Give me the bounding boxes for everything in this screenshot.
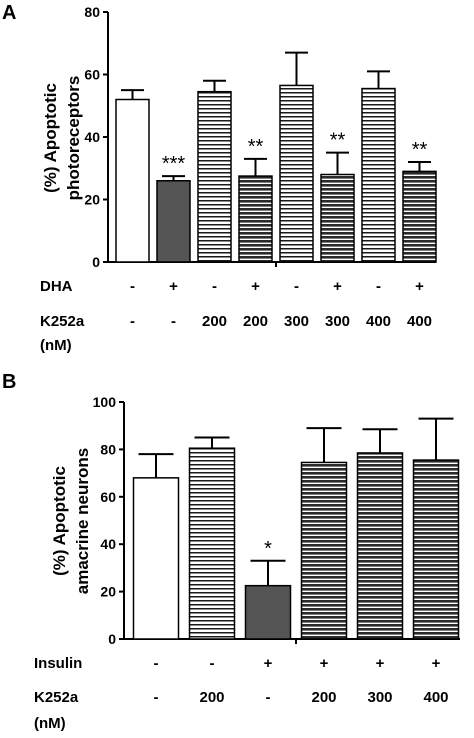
panel-a-y-axis-label-line2: photoreceptors <box>64 76 83 201</box>
panel-a-condition-value: 200 <box>202 313 227 330</box>
panel-a-condition-value: - <box>212 278 217 295</box>
panel-b-condition-label: K252a <box>34 689 79 706</box>
panel-b-bar <box>188 447 236 640</box>
panel-a-condition-value: 400 <box>407 313 432 330</box>
panel-a-condition-value: 300 <box>325 313 350 330</box>
panel-b-condition-value: + <box>264 655 273 672</box>
panel-b-condition-value: + <box>376 655 385 672</box>
panel-a-bar <box>361 87 396 263</box>
panel-b-y-tick-label: 40 <box>100 536 116 552</box>
panel-b-y-tick-label: 80 <box>100 441 116 457</box>
panel-a-condition-value: - <box>130 313 135 330</box>
panel-a-condition-value: 400 <box>366 313 391 330</box>
panel-a-condition-label: DHA <box>40 278 73 295</box>
panel-a-condition-value: - <box>171 313 176 330</box>
panel-b-y-axis-label-line1: (%) Apoptotic <box>50 466 69 576</box>
panel-a: A (%) Apoptotic photoreceptors 0 20 40 60 80… <box>2 2 437 354</box>
panel-a-bar <box>156 180 191 263</box>
panel-b-bar <box>412 459 460 640</box>
panel-a-condition-table: DHA - + - + - + - + K252a - - 200 200 300 300 400 400 (nM) <box>40 278 432 354</box>
panel-a-condition-value: - <box>130 278 135 295</box>
panel-b-condition-table: Insulin - - + + + + K252a - 200 - 200 300 400 (nM) <box>34 655 449 732</box>
panel-a-condition-value: + <box>169 278 178 295</box>
panel-b-y-tick-label: 60 <box>100 489 116 505</box>
panel-a-y-axis-label-line1: (%) Apoptotic <box>41 83 60 193</box>
panel-b-y-axis-label-line2: amacrine neurons <box>73 448 92 594</box>
panel-b-plot-area: 0 20 40 60 80 100 * <box>93 394 460 647</box>
panel-a-significance-label: ** <box>248 136 264 158</box>
panel-b-condition-value: 200 <box>199 689 224 706</box>
panel-a-condition-value: 200 <box>243 313 268 330</box>
panel-b-condition-value: + <box>320 655 329 672</box>
panel-a-label: A <box>2 2 16 24</box>
panel-a-y-tick-label: 40 <box>84 129 100 145</box>
panel-b-condition-label: Insulin <box>34 655 82 672</box>
panel-b-condition-value: - <box>210 655 215 672</box>
panel-b-condition-value: 300 <box>367 689 392 706</box>
panel-b: B (%) Apoptotic amacrine neurons 0 20 40 60… <box>2 371 460 732</box>
panel-a-condition-value: + <box>333 278 342 295</box>
panel-a-condition-value: - <box>294 278 299 295</box>
panel-b-condition-value: - <box>154 689 159 706</box>
panel-b-bar <box>300 461 348 640</box>
panel-a-significance-label: *** <box>162 153 186 175</box>
panel-a-bar <box>238 175 273 263</box>
panel-a-condition-value: + <box>415 278 424 295</box>
panel-b-y-tick-label: 0 <box>108 631 116 647</box>
panel-a-condition-label: K252a <box>40 313 85 330</box>
panel-b-label: B <box>2 371 16 393</box>
panel-b-condition-value: 200 <box>311 689 336 706</box>
panel-b-y-tick-label: 20 <box>100 584 116 600</box>
panel-a-y-tick-label: 20 <box>84 192 100 208</box>
panel-a-significance-label: ** <box>330 130 346 152</box>
panel-b-condition-label: (nM) <box>34 715 66 732</box>
panel-b-condition-value: - <box>154 655 159 672</box>
panel-a-significance-label: ** <box>412 139 428 161</box>
panel-b-bar <box>356 452 404 640</box>
panel-a-y-tick-label: 80 <box>84 4 100 20</box>
panel-a-condition-value: - <box>376 278 381 295</box>
panel-b-significance-label: * <box>264 538 272 560</box>
panel-a-bar <box>279 84 314 263</box>
panel-b-bar <box>132 477 180 640</box>
panel-a-condition-value: 300 <box>284 313 309 330</box>
panel-b-condition-value: + <box>432 655 441 672</box>
panel-a-y-tick-label: 60 <box>84 67 100 83</box>
panel-a-bar <box>197 90 232 263</box>
panel-a-condition-label: (nM) <box>40 337 72 354</box>
panel-b-condition-value: - <box>266 689 271 706</box>
panel-b-condition-value: 400 <box>423 689 448 706</box>
panel-b-bar <box>244 584 292 640</box>
panel-a-bar <box>115 98 150 263</box>
panel-a-bar <box>402 170 437 263</box>
panel-a-bar <box>320 173 355 263</box>
panel-a-y-tick-label: 0 <box>92 254 100 270</box>
panel-a-condition-value: + <box>251 278 260 295</box>
panel-b-y-tick-label: 100 <box>93 394 117 410</box>
